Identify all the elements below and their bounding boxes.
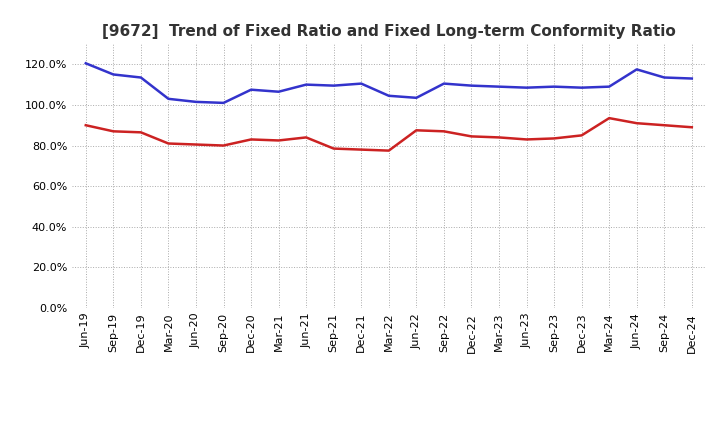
Fixed Long-term Conformity Ratio [412, 128, 420, 133]
Fixed Ratio [247, 87, 256, 92]
Fixed Long-term Conformity Ratio [164, 141, 173, 146]
Fixed Long-term Conformity Ratio [357, 147, 366, 152]
Fixed Ratio [605, 84, 613, 89]
Fixed Ratio [467, 83, 476, 88]
Fixed Long-term Conformity Ratio [440, 128, 449, 134]
Fixed Long-term Conformity Ratio [329, 146, 338, 151]
Fixed Ratio [577, 85, 586, 90]
Fixed Long-term Conformity Ratio [688, 125, 696, 130]
Fixed Long-term Conformity Ratio [192, 142, 200, 147]
Fixed Long-term Conformity Ratio [109, 128, 117, 134]
Title: [9672]  Trend of Fixed Ratio and Fixed Long-term Conformity Ratio: [9672] Trend of Fixed Ratio and Fixed Lo… [102, 24, 675, 39]
Fixed Long-term Conformity Ratio [137, 130, 145, 135]
Fixed Ratio [357, 81, 366, 86]
Fixed Ratio [412, 95, 420, 100]
Line: Fixed Ratio: Fixed Ratio [86, 63, 692, 103]
Fixed Ratio [219, 100, 228, 106]
Fixed Ratio [688, 76, 696, 81]
Fixed Ratio [137, 75, 145, 80]
Fixed Ratio [660, 75, 669, 80]
Fixed Long-term Conformity Ratio [384, 148, 393, 153]
Fixed Ratio [632, 67, 641, 72]
Fixed Long-term Conformity Ratio [302, 135, 310, 140]
Fixed Long-term Conformity Ratio [274, 138, 283, 143]
Fixed Ratio [495, 84, 503, 89]
Fixed Long-term Conformity Ratio [219, 143, 228, 148]
Fixed Long-term Conformity Ratio [467, 134, 476, 139]
Fixed Long-term Conformity Ratio [632, 121, 641, 126]
Fixed Ratio [109, 72, 117, 77]
Fixed Ratio [274, 89, 283, 94]
Line: Fixed Long-term Conformity Ratio: Fixed Long-term Conformity Ratio [86, 118, 692, 150]
Fixed Ratio [550, 84, 559, 89]
Fixed Ratio [302, 82, 310, 87]
Fixed Ratio [440, 81, 449, 86]
Fixed Long-term Conformity Ratio [247, 137, 256, 142]
Fixed Long-term Conformity Ratio [550, 136, 559, 141]
Fixed Long-term Conformity Ratio [660, 123, 669, 128]
Fixed Ratio [164, 96, 173, 102]
Fixed Ratio [384, 93, 393, 99]
Fixed Long-term Conformity Ratio [81, 123, 90, 128]
Fixed Ratio [329, 83, 338, 88]
Fixed Ratio [192, 99, 200, 105]
Fixed Long-term Conformity Ratio [495, 135, 503, 140]
Fixed Long-term Conformity Ratio [605, 115, 613, 121]
Fixed Long-term Conformity Ratio [577, 133, 586, 138]
Fixed Ratio [522, 85, 531, 90]
Fixed Long-term Conformity Ratio [522, 137, 531, 142]
Fixed Ratio [81, 61, 90, 66]
